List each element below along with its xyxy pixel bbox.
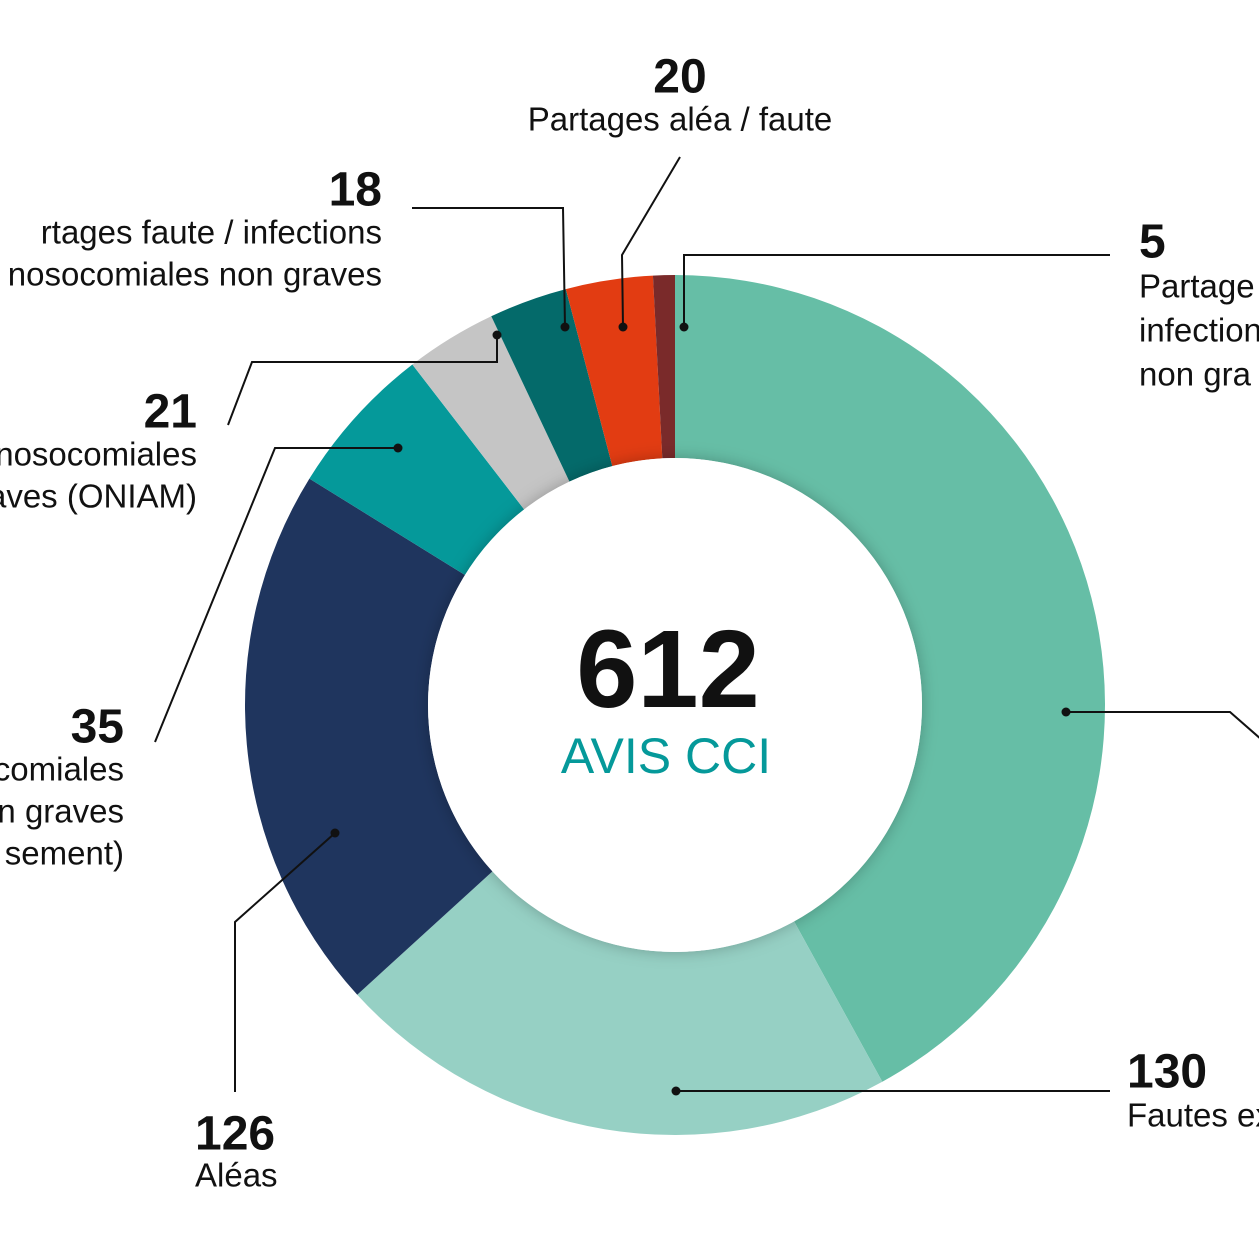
slice-label: infection xyxy=(1139,312,1259,349)
connector-dot xyxy=(1061,707,1071,717)
donut-slice xyxy=(245,478,493,995)
donut-slice xyxy=(357,871,883,1135)
slice-label: sement) xyxy=(5,835,124,872)
slice-label: rtages faute / infections xyxy=(41,214,382,251)
donut-hole xyxy=(428,458,922,952)
connector xyxy=(227,335,498,426)
slice-label: Aléas xyxy=(195,1157,278,1194)
slice-label: aves (ONIAM) xyxy=(0,478,197,515)
slice-label: nosocomiales non graves xyxy=(8,256,382,293)
connector-dot xyxy=(560,322,570,332)
connector xyxy=(683,254,1110,327)
donut-slice xyxy=(412,316,570,510)
slices xyxy=(245,275,1105,1135)
donut-slice xyxy=(309,364,525,575)
connector-dot xyxy=(679,322,689,332)
slice-label: Partages aléa / faute xyxy=(528,101,833,138)
slice-label: Fautes ex xyxy=(1127,1097,1259,1134)
connector-dot xyxy=(618,322,628,332)
value-label: 126 xyxy=(195,1108,275,1161)
value-label: 21 xyxy=(144,386,197,439)
slice-label: n graves xyxy=(0,793,124,830)
connector xyxy=(1066,711,1259,739)
slice-label: comiales xyxy=(0,751,124,788)
connector xyxy=(620,156,681,328)
value-label: 5 xyxy=(1139,216,1166,269)
value-label: 18 xyxy=(329,164,382,217)
value-label: 20 xyxy=(653,51,706,104)
connector-dot xyxy=(330,828,340,838)
connector-dot xyxy=(671,1086,681,1096)
center-value: 612 xyxy=(576,608,760,731)
center-label: AVIS CCI xyxy=(561,728,771,784)
slice-label: Partage xyxy=(1139,268,1255,305)
slice-label: nosocomiales xyxy=(0,436,197,473)
donut-slice xyxy=(565,275,663,467)
donut-slice xyxy=(675,275,1105,1082)
connector xyxy=(154,447,398,743)
connector xyxy=(412,207,566,328)
slice-label: non gra xyxy=(1139,356,1252,393)
donut-slice xyxy=(652,275,675,459)
connector xyxy=(234,832,336,1092)
connector-dot xyxy=(393,443,403,453)
value-label: 35 xyxy=(71,701,124,754)
value-label: 130 xyxy=(1127,1046,1207,1099)
donut-slice xyxy=(491,289,613,482)
connector-dot xyxy=(492,330,502,340)
